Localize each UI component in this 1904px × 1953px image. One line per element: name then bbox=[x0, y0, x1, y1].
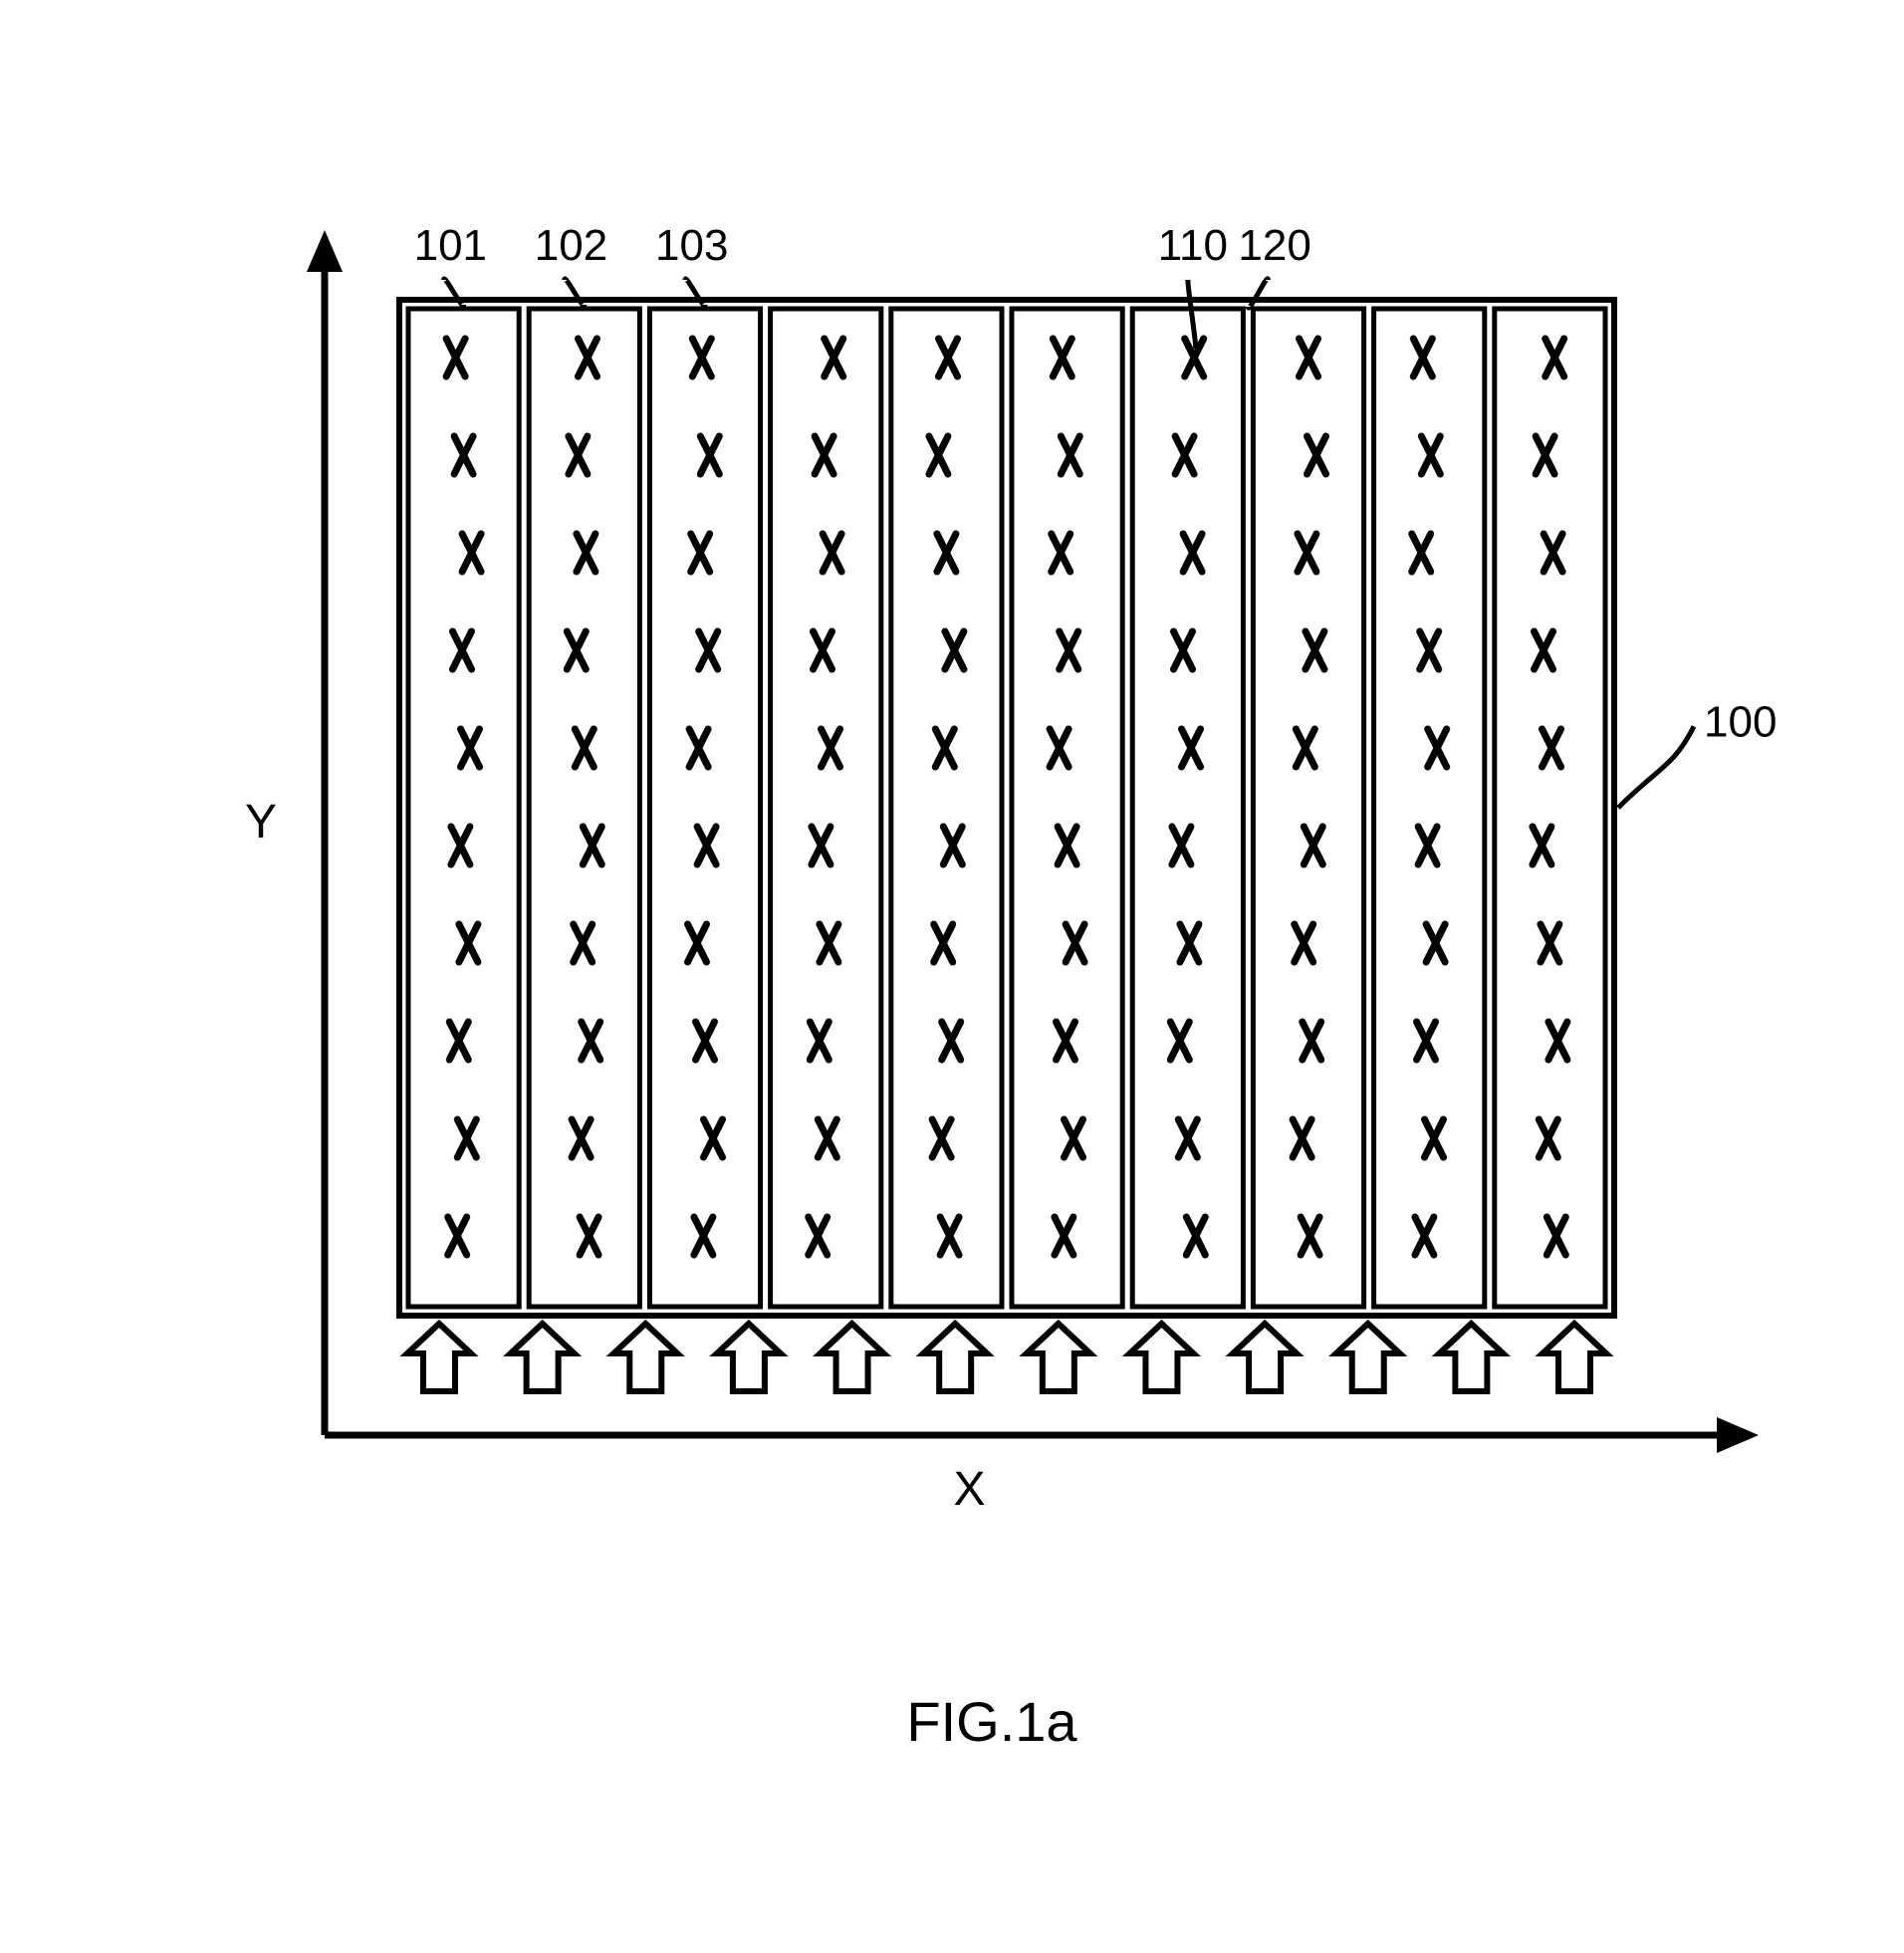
svg-text:100: 100 bbox=[1704, 697, 1777, 746]
figure-svg: X Y 101 102 103 110120 100 bbox=[195, 200, 1788, 1545]
svg-text:110: 110 bbox=[1158, 221, 1228, 270]
svg-text:Y: Y bbox=[245, 796, 277, 849]
svg-text:X: X bbox=[953, 1463, 985, 1516]
svg-text:120: 120 bbox=[1238, 221, 1310, 270]
figure-caption: FIG.1a bbox=[906, 1689, 1076, 1754]
diagram: X Y 101 102 103 110120 100 bbox=[195, 200, 1788, 1550]
svg-text:103: 103 bbox=[655, 221, 728, 270]
svg-text:101: 101 bbox=[414, 221, 487, 270]
svg-text:102: 102 bbox=[535, 221, 607, 270]
figure-container: X Y 101 102 103 110120 100 FIG.1a bbox=[40, 40, 1904, 1913]
